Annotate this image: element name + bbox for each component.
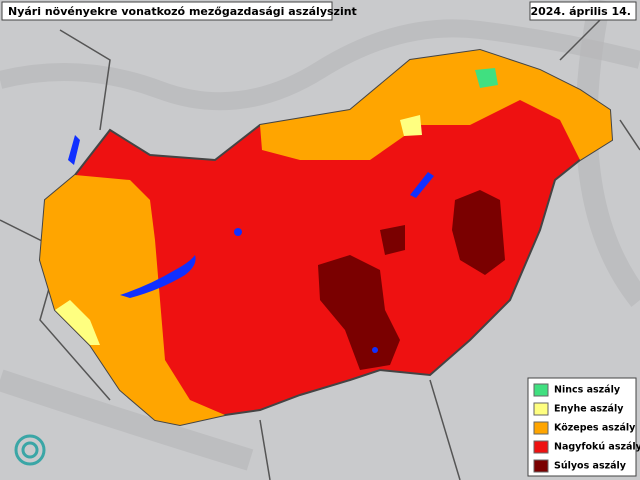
lake	[68, 135, 80, 165]
region	[400, 115, 422, 136]
legend-label: Közepes aszály	[554, 423, 636, 434]
legend-swatch	[533, 459, 549, 473]
region	[380, 225, 405, 255]
region	[260, 50, 612, 160]
date-box	[529, 1, 637, 21]
legend-swatch	[533, 440, 549, 454]
legend-swatch	[533, 383, 549, 397]
region	[40, 175, 225, 425]
legend-swatch	[533, 421, 549, 435]
region	[475, 68, 498, 88]
lake	[120, 255, 196, 298]
legend-label: Nincs aszály	[554, 385, 621, 396]
date: 2024. április 14.	[530, 5, 631, 18]
region	[452, 190, 505, 275]
logo-ring	[14, 434, 46, 466]
title: Nyári növényekre vonatkozó mezőgazdasági…	[8, 5, 357, 18]
lakes	[68, 135, 434, 353]
legend-label: Nagyfokú aszály	[554, 442, 640, 453]
region	[55, 300, 100, 345]
logo	[14, 434, 46, 466]
logo-ring	[21, 441, 39, 459]
title-box	[1, 1, 333, 21]
region	[318, 255, 400, 370]
lake	[372, 347, 378, 353]
lake	[234, 228, 242, 236]
lake	[410, 172, 434, 198]
legend-label: Enyhe aszály	[554, 404, 624, 415]
relief	[0, 19, 640, 111]
legend-label: Súlyos aszály	[554, 461, 627, 472]
legend-swatch	[533, 402, 549, 416]
regions	[38, 48, 614, 427]
